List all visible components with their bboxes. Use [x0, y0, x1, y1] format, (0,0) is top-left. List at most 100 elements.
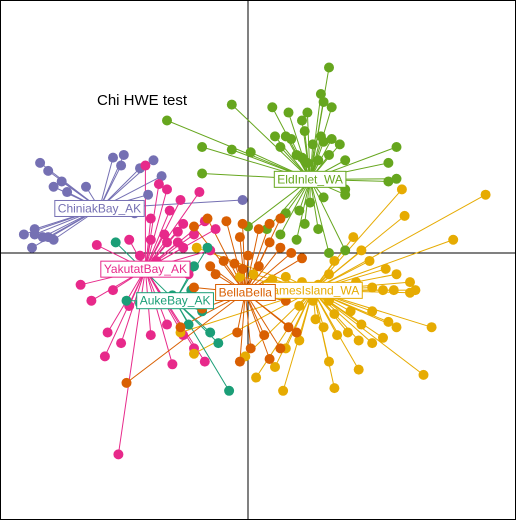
point-aukebay-ak — [202, 242, 213, 253]
point-eldinlet-wa — [324, 248, 334, 258]
point-yakutatbay-ak — [167, 359, 178, 370]
point-eldinlet-wa — [270, 131, 280, 142]
point-jamesisland-wa — [378, 332, 388, 343]
point-bellabella — [264, 218, 275, 229]
point-yakutatbay-ak — [99, 351, 110, 362]
spoke-bellabella — [244, 292, 252, 349]
point-eldinlet-wa — [197, 168, 208, 179]
point-eldinlet-wa — [391, 142, 402, 152]
point-bellabella — [275, 213, 286, 224]
point-jamesisland-wa — [191, 242, 202, 253]
point-jamesisland-wa — [367, 338, 378, 349]
point-yakutatbay-ak — [162, 184, 172, 195]
group-label-bellabella: BellaBella — [215, 283, 276, 301]
point-chiniakbay-ak — [116, 160, 127, 171]
point-eldinlet-wa — [275, 142, 286, 152]
point-eldinlet-wa — [226, 144, 237, 155]
group-label-jamesisland-wa: JamesIsland_WA — [262, 281, 363, 299]
point-jamesisland-wa — [405, 287, 415, 298]
point-yakutatbay-ak — [140, 160, 151, 171]
point-yakutatbay-ak — [124, 234, 135, 245]
point-jamesisland-wa — [342, 327, 353, 338]
group-labels: ChiniakBay_AK EldInlet_WA YakutatBay_AK Auk… — [54, 170, 363, 310]
point-yakutatbay-ak — [199, 356, 210, 367]
point-jamesisland-wa — [310, 314, 321, 325]
point-chiniakbay-ak — [18, 229, 29, 240]
point-bellabella — [202, 213, 213, 224]
point-jamesisland-wa — [353, 364, 364, 375]
point-bellabella — [283, 322, 294, 333]
spoke-aukebay-ak — [174, 300, 230, 392]
point-yakutatbay-ak — [91, 240, 102, 251]
point-bellabella — [121, 377, 132, 388]
point-eldinlet-wa — [391, 173, 402, 184]
point-eldinlet-wa — [267, 102, 278, 113]
spoke-bellabella — [244, 292, 281, 349]
point-jamesisland-wa — [399, 210, 410, 221]
point-yakutatbay-ak — [172, 226, 183, 237]
point-jamesisland-wa — [356, 245, 367, 256]
point-bellabella — [234, 356, 245, 367]
point-yakutatbay-ak — [145, 213, 156, 224]
point-yakutatbay-ak — [162, 237, 172, 248]
spoke-jamesisland-wa — [244, 290, 314, 357]
spoke-eldinlet-wa — [166, 120, 311, 180]
point-jamesisland-wa — [294, 335, 305, 346]
point-yakutatbay-ak — [153, 179, 164, 190]
point-jamesisland-wa — [448, 234, 459, 245]
point-eldinlet-wa — [315, 89, 326, 99]
point-aukebay-ak — [183, 319, 194, 330]
group-label-box-aukebay-ak — [136, 292, 214, 310]
point-eldinlet-wa — [162, 115, 172, 126]
point-bellabella — [264, 237, 275, 248]
point-eldinlet-wa — [318, 96, 329, 107]
point-jamesisland-wa — [329, 308, 340, 319]
point-yakutatbay-ak — [135, 250, 145, 261]
point-yakutatbay-ak — [164, 205, 175, 216]
point-jamesisland-wa — [189, 348, 199, 359]
point-jamesisland-wa — [248, 269, 259, 280]
point-eldinlet-wa — [307, 139, 318, 150]
group-label-aukebay-ak: AukeBay_AK — [136, 292, 214, 310]
point-jamesisland-wa — [234, 271, 245, 282]
group-label-box-yakutatbay-ak — [100, 260, 191, 278]
point-jamesisland-wa — [396, 184, 407, 195]
point-eldinlet-wa — [302, 107, 313, 118]
point-yakutatbay-ak — [159, 229, 170, 240]
point-eldinlet-wa — [245, 147, 256, 158]
point-bellabella — [245, 343, 256, 354]
point-eldinlet-wa — [340, 155, 351, 166]
point-chiniakbay-ak — [48, 181, 59, 192]
point-eldinlet-wa — [313, 224, 324, 235]
point-eldinlet-wa — [326, 134, 337, 145]
point-yakutatbay-ak — [116, 338, 127, 349]
point-jamesisland-wa — [329, 383, 340, 394]
spoke-eldinlet-wa — [309, 101, 325, 180]
group-label-yakutatbay-ak: YakutatBay_AK — [100, 260, 191, 278]
point-yakutatbay-ak — [113, 449, 124, 460]
point-jamesisland-wa — [324, 269, 334, 280]
point-aukebay-ak — [205, 327, 216, 338]
point-bellabella — [189, 282, 199, 293]
point-eldinlet-wa — [318, 192, 329, 203]
point-jamesisland-wa — [418, 369, 429, 380]
point-bellabella — [291, 327, 302, 338]
point-bellabella — [286, 248, 297, 258]
point-yakutatbay-ak — [86, 295, 97, 306]
group-label-text-bellabella: BellaBella — [219, 285, 273, 299]
point-aukebay-ak — [121, 295, 132, 306]
point-chiniakbay-ak — [81, 181, 91, 192]
group-label-text-jamesisland-wa: JamesIsland_WA — [266, 283, 359, 297]
point-chiniakbay-ak — [118, 149, 129, 160]
point-bellabella — [253, 224, 264, 235]
spoke-jamesisland-wa — [312, 194, 486, 291]
point-jamesisland-wa — [378, 285, 388, 296]
point-bellabella — [237, 263, 248, 274]
point-jamesisland-wa — [329, 255, 340, 266]
point-bellabella — [275, 343, 286, 354]
spoke-eldinlet-wa — [309, 93, 322, 180]
point-chiniakbay-ak — [156, 171, 167, 182]
point-bellabella — [221, 216, 232, 227]
point-aukebay-ak — [189, 261, 199, 272]
point-yakutatbay-ak — [145, 234, 156, 245]
